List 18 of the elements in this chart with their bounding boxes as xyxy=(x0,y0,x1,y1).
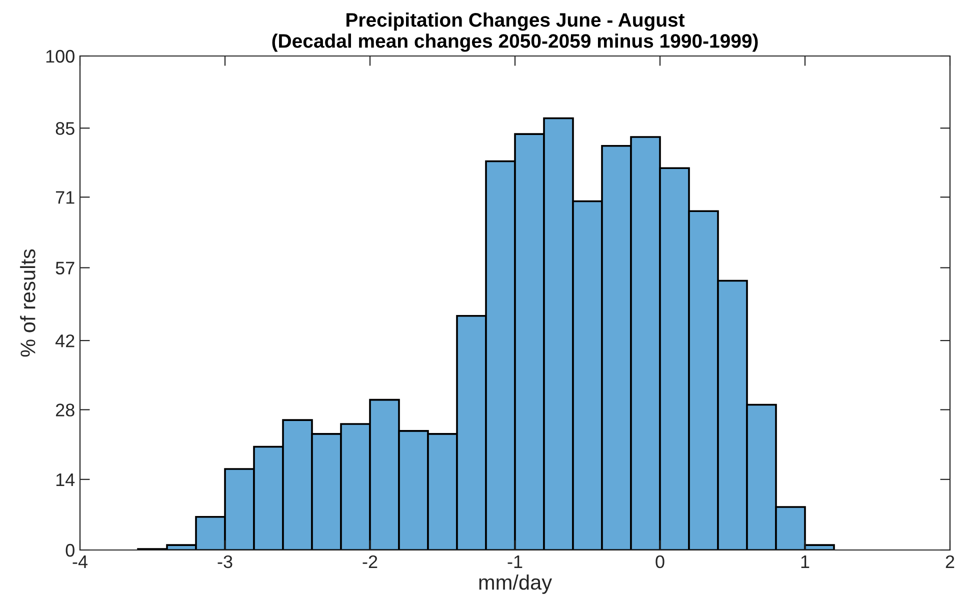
y-tick-label: 28 xyxy=(56,404,74,416)
y-tick-label: 42 xyxy=(55,334,74,348)
y-tick-label: 100 xyxy=(46,50,74,63)
y-tick-label: 14 xyxy=(56,474,75,486)
chart-title: Precipitation Changes June - August (Decadal mean changes 2050-2059 minus 1990-1999) xyxy=(272,12,758,52)
x-tick-label: -3 xyxy=(218,555,232,568)
y-axis-title: % of results xyxy=(20,249,36,357)
y-tick-label: 71 xyxy=(56,191,74,204)
x-tick-label: -4 xyxy=(72,556,88,568)
x-tick-label: 2 xyxy=(946,555,954,568)
x-tick-label: 1 xyxy=(801,556,810,568)
y-tick-label: 85 xyxy=(56,122,74,135)
x-axis-title: mm/day xyxy=(479,574,552,594)
x-tick-label: -2 xyxy=(362,555,378,568)
y-tick-label: 57 xyxy=(56,262,74,274)
x-tick-label: -1 xyxy=(508,556,522,568)
y-tick-label: 0 xyxy=(66,544,74,557)
x-tick-label: 0 xyxy=(656,555,664,568)
